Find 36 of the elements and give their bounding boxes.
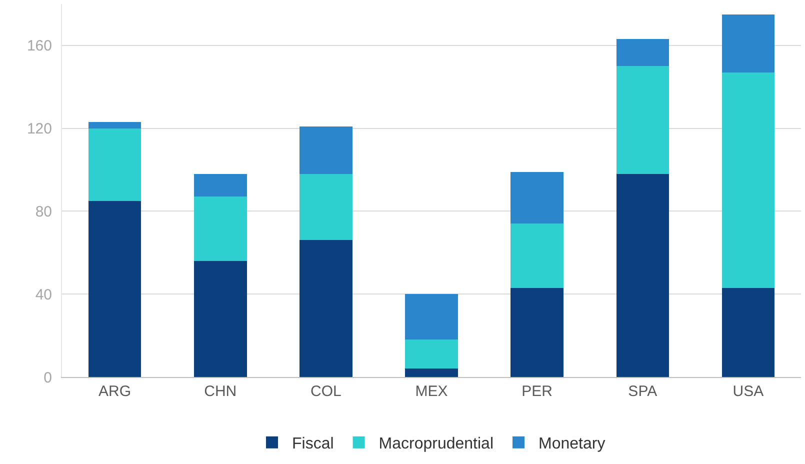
x-tick-label: ARG [98, 383, 132, 400]
bar [194, 196, 247, 261]
y-tick-label: 80 [35, 203, 52, 220]
y-tick-label: 0 [44, 369, 52, 386]
x-tick-label: COL [310, 383, 342, 400]
x-tick-label: MEX [415, 383, 448, 400]
bar [300, 126, 352, 174]
x-tick-label: SPA [628, 383, 658, 400]
x-tick-label: CHN [204, 383, 237, 400]
bar [722, 72, 775, 288]
bar [722, 14, 775, 72]
x-tick-label: USA [732, 383, 764, 400]
bar [194, 174, 247, 197]
bar [616, 174, 670, 377]
bar [300, 174, 352, 240]
x-tick-label: PER [522, 383, 553, 400]
legend-label: Macroprudential [378, 436, 494, 453]
y-tick-label: 160 [26, 38, 52, 55]
bar [88, 128, 142, 201]
legend-label: Fiscal [292, 436, 334, 453]
y-tick-label: 120 [26, 120, 52, 138]
legend-label: Monetary [538, 436, 606, 453]
bar [616, 39, 670, 66]
bar [510, 288, 564, 377]
bar [405, 294, 458, 340]
bar [88, 122, 142, 128]
bar [88, 200, 142, 377]
bar [405, 340, 458, 369]
bar [300, 240, 352, 377]
bar [405, 368, 458, 377]
bar [510, 172, 564, 224]
bar [722, 288, 775, 377]
bar [194, 260, 247, 377]
bar [510, 224, 564, 288]
y-tick-label: 40 [35, 286, 52, 304]
bar [616, 66, 670, 174]
